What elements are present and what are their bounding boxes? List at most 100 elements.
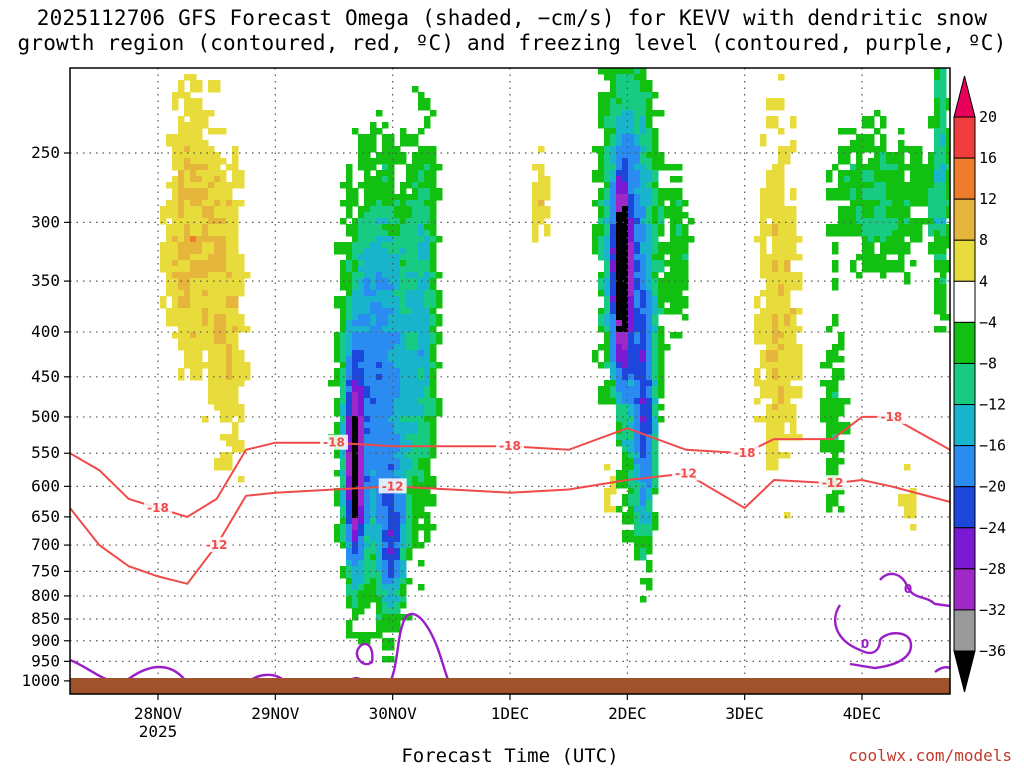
- omega-cell: [358, 146, 365, 153]
- omega-cell: [880, 236, 887, 243]
- omega-cell: [604, 206, 611, 213]
- omega-cell: [388, 566, 395, 573]
- omega-cell: [172, 158, 179, 165]
- omega-cell: [616, 356, 623, 363]
- omega-cell: [388, 458, 395, 465]
- omega-cell: [382, 524, 389, 531]
- omega-cell: [418, 290, 425, 297]
- omega-cell: [940, 104, 947, 111]
- omega-cell: [436, 272, 443, 279]
- omega-cell: [916, 200, 923, 207]
- omega-cell: [232, 314, 239, 321]
- omega-cell: [898, 128, 905, 135]
- omega-cell: [784, 254, 791, 261]
- omega-cell: [370, 320, 377, 327]
- omega-cell: [658, 152, 665, 159]
- omega-cell: [598, 116, 605, 123]
- omega-cell: [622, 164, 629, 171]
- omega-cell: [388, 344, 395, 351]
- omega-cell: [232, 296, 239, 303]
- omega-cell: [370, 392, 377, 399]
- omega-cell: [376, 548, 383, 555]
- omega-cell: [778, 290, 785, 297]
- omega-cell: [400, 332, 407, 339]
- omega-cell: [382, 536, 389, 543]
- omega-cell: [358, 452, 365, 459]
- omega-cell: [184, 266, 191, 273]
- omega-cell: [946, 314, 950, 321]
- omega-cell: [670, 236, 677, 243]
- omega-cell: [376, 128, 383, 135]
- omega-cell: [778, 386, 785, 393]
- omega-cell: [232, 272, 239, 279]
- omega-cell: [616, 248, 623, 255]
- omega-cell: [430, 290, 437, 297]
- omega-cell: [766, 332, 773, 339]
- omega-cell: [640, 290, 647, 297]
- omega-cell: [592, 224, 599, 231]
- omega-cell: [172, 176, 179, 183]
- omega-cell: [766, 386, 773, 393]
- omega-cell: [358, 512, 365, 519]
- omega-cell: [880, 206, 887, 213]
- omega-cell: [184, 128, 191, 135]
- omega-cell: [646, 152, 653, 159]
- omega-cell: [646, 206, 653, 213]
- omega-cell: [778, 314, 785, 321]
- omega-cell: [412, 416, 419, 423]
- omega-cell: [418, 164, 425, 171]
- omega-cell: [604, 140, 611, 147]
- colorbar-segment: [953, 198, 976, 241]
- omega-cell: [796, 356, 803, 363]
- omega-cell: [412, 224, 419, 231]
- omega-cell: [400, 224, 407, 231]
- omega-cell: [604, 506, 611, 513]
- omega-cell: [370, 512, 377, 519]
- omega-cell: [406, 230, 413, 237]
- omega-cell: [430, 110, 437, 117]
- omega-cell: [868, 182, 875, 189]
- omega-cell: [778, 272, 785, 279]
- omega-cell: [220, 224, 227, 231]
- omega-cell: [658, 248, 665, 255]
- omega-cell: [778, 230, 785, 237]
- omega-cell: [646, 248, 653, 255]
- omega-cell: [412, 392, 419, 399]
- omega-cell: [226, 188, 233, 195]
- omega-cell: [880, 146, 887, 153]
- omega-cell: [346, 248, 353, 255]
- colorbar-label: −8: [979, 354, 997, 372]
- omega-cell: [382, 320, 389, 327]
- omega-cell: [610, 386, 617, 393]
- omega-cell: [772, 344, 779, 351]
- omega-cell: [658, 356, 665, 363]
- omega-cell: [652, 398, 659, 405]
- omega-cell: [622, 194, 629, 201]
- contour-label: -12: [382, 479, 404, 493]
- omega-cell: [358, 482, 365, 489]
- omega-cell: [796, 350, 803, 357]
- omega-cell: [928, 164, 935, 171]
- omega-cell: [400, 236, 407, 243]
- omega-cell: [640, 494, 647, 501]
- omega-cell: [652, 338, 659, 345]
- omega-cell: [760, 338, 767, 345]
- omega-cell: [424, 116, 431, 123]
- omega-cell: [388, 290, 395, 297]
- omega-cell: [376, 254, 383, 261]
- omega-cell: [664, 260, 671, 267]
- omega-cell: [436, 320, 443, 327]
- omega-cell: [400, 242, 407, 249]
- omega-cell: [406, 386, 413, 393]
- omega-cell: [184, 362, 191, 369]
- omega-cell: [640, 320, 647, 327]
- omega-cell: [676, 194, 683, 201]
- omega-cell: [412, 152, 419, 159]
- omega-cell: [778, 434, 785, 441]
- omega-cell: [862, 218, 869, 225]
- omega-cell: [856, 272, 863, 279]
- omega-cell: [214, 368, 221, 375]
- omega-cell: [934, 302, 941, 309]
- omega-cell: [610, 92, 617, 99]
- omega-cell: [634, 134, 641, 141]
